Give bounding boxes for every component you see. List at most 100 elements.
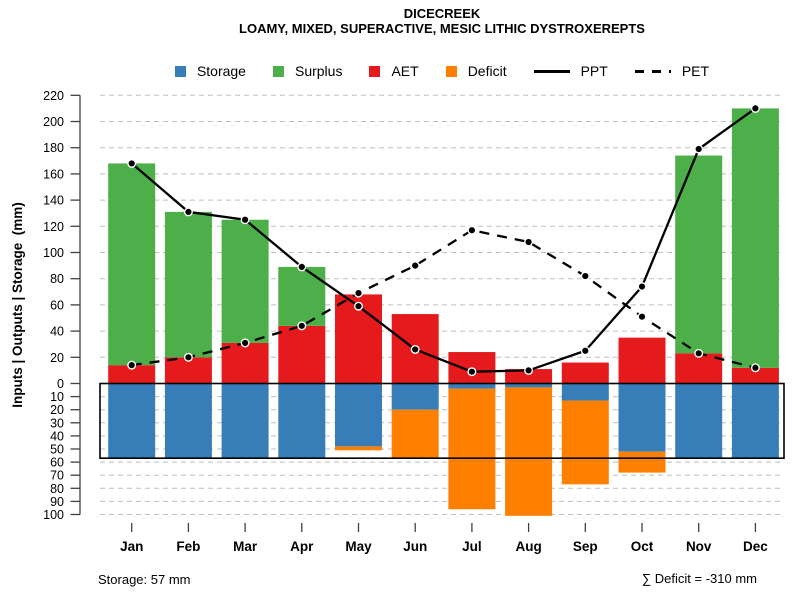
bar-storage-may	[335, 383, 382, 447]
ppt-point-jul	[467, 367, 477, 377]
x-tick-label-jun: Jun	[403, 539, 427, 554]
y-tick-label: 80	[50, 482, 64, 496]
y-tick-label: 70	[50, 469, 64, 483]
pet-point-aug	[524, 237, 534, 247]
legend-item-storage: Storage	[174, 63, 246, 79]
pet-point-nov	[694, 348, 704, 358]
bar-aet-oct	[618, 337, 666, 384]
y-tick-label: 120	[43, 220, 64, 234]
x-tick-label-may: May	[345, 539, 372, 554]
chart-title: DICECREEK	[403, 6, 481, 21]
bar-deficit-oct	[618, 451, 666, 473]
y-tick-label: 100	[43, 508, 64, 522]
legend-label-pet: PET	[681, 63, 710, 79]
title-block: DICECREEK LOAMY, MIXED, SUPERACTIVE, MES…	[84, 6, 800, 36]
bar-aet-mar	[221, 342, 269, 384]
y-axis-title: Inputs | Outputs | Storage (mm)	[10, 202, 25, 408]
bar-aet-dec	[731, 367, 779, 384]
ppt-point-aug	[524, 365, 534, 375]
y-tick-label: 40	[50, 429, 64, 443]
x-tick-label-sep: Sep	[573, 539, 598, 554]
legend-label-surplus: Surplus	[294, 63, 343, 79]
bar-surplus-mar	[221, 219, 269, 343]
y-tick-label: 60	[50, 298, 64, 312]
x-tick-label-apr: Apr	[290, 539, 314, 554]
legend-label-aet: AET	[391, 63, 419, 79]
pet-point-jul	[467, 225, 477, 235]
y-tick-label: 60	[50, 456, 64, 470]
bar-storage-jun	[391, 383, 439, 410]
x-tick-label-oct: Oct	[631, 539, 654, 554]
pet-point-dec	[750, 363, 760, 373]
bar-storage-apr	[278, 383, 326, 459]
chart-legend: Storage Surplus AET Deficit PPT PET	[84, 63, 800, 79]
ppt-point-jun	[410, 344, 420, 354]
legend-label-storage: Storage	[196, 63, 246, 79]
bar-surplus-apr	[278, 266, 326, 326]
storage-capacity-box	[99, 382, 785, 459]
plot-area: 0204060801001201401601802002201020304050…	[10, 89, 785, 554]
x-tick-label-aug: Aug	[515, 539, 541, 554]
y-tick-label: 40	[50, 325, 64, 339]
y-tick-label: 90	[50, 495, 64, 509]
chart-subtitle: LOAMY, MIXED, SUPERACTIVE, MESIC LITHIC …	[239, 21, 645, 36]
y-tick-label: 100	[43, 246, 64, 260]
bar-storage-nov	[675, 383, 723, 459]
bar-storage-feb	[164, 383, 212, 459]
bar-deficit-jun	[391, 409, 439, 459]
x-tick-label-nov: Nov	[686, 539, 712, 554]
ppt-point-may	[354, 301, 364, 311]
legend-item-deficit: Deficit	[445, 63, 507, 79]
y-tick-label: 80	[50, 272, 64, 286]
ppt-point-mar	[240, 215, 250, 225]
bar-storage-mar	[221, 383, 269, 459]
y-tick-label: 50	[50, 443, 64, 457]
pet-point-oct	[637, 312, 647, 322]
ppt-point-sep	[580, 346, 590, 356]
storage-note: Storage: 57 mm	[98, 572, 191, 587]
ppt-point-oct	[637, 282, 647, 292]
bar-storage-sep	[561, 383, 609, 401]
bar-aet-jan	[108, 365, 156, 384]
y-tick-label: 180	[43, 141, 64, 155]
legend-label-deficit: Deficit	[467, 63, 507, 79]
bar-surplus-jan	[108, 163, 156, 366]
legend-label-ppt: PPT	[580, 63, 608, 79]
deficit-sum-note: ∑ Deficit = -310 mm	[641, 571, 757, 586]
bar-surplus-feb	[164, 211, 212, 358]
ppt-point-feb	[183, 207, 193, 217]
ppt-line-sample-icon	[533, 69, 570, 73]
y-tick-label: 220	[43, 89, 64, 103]
bar-deficit-jul	[448, 388, 496, 510]
bar-surplus-dec	[731, 108, 779, 368]
ppt-point-jan	[127, 158, 137, 168]
pet-point-jun	[410, 261, 420, 271]
bar-storage-jan	[108, 383, 156, 459]
legend-item-ppt: PPT	[533, 63, 608, 79]
x-tick-label-feb: Feb	[176, 539, 200, 554]
pet-point-feb	[183, 352, 193, 362]
y-tick-label: 10	[50, 390, 64, 404]
pet-point-mar	[240, 338, 250, 348]
x-tick-label-mar: Mar	[233, 539, 258, 554]
x-tick-label-jan: Jan	[120, 539, 143, 554]
y-tick-label: 30	[50, 416, 64, 430]
legend-swatch-aet	[369, 65, 381, 77]
ppt-line	[130, 107, 757, 373]
ppt-point-dec	[750, 103, 760, 113]
y-tick-label: 20	[50, 351, 64, 365]
legend-item-surplus: Surplus	[272, 63, 343, 79]
legend-item-aet: AET	[369, 63, 419, 79]
pet-line-sample-icon	[634, 69, 671, 73]
pet-point-apr	[297, 321, 307, 331]
legend-swatch-surplus	[272, 65, 284, 77]
y-tick-label: 160	[43, 167, 64, 181]
legend-swatch-deficit	[445, 65, 457, 77]
legend-swatch-storage	[174, 65, 186, 77]
bar-storage-dec	[731, 383, 779, 459]
bar-storage-aug	[505, 383, 553, 388]
bar-storage-oct	[618, 383, 666, 452]
bar-aet-aug	[505, 369, 553, 384]
bar-deficit-may	[335, 446, 382, 451]
